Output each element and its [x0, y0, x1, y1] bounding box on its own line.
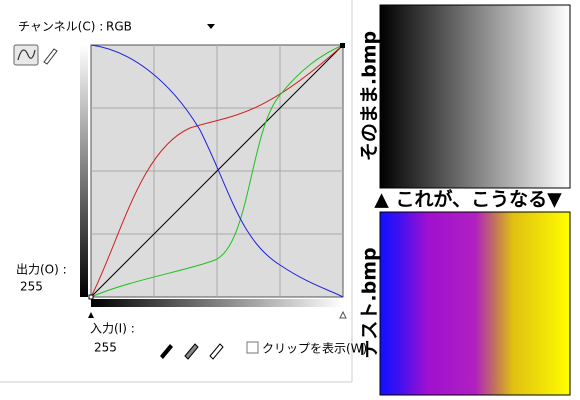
result-label: テスト.bmp — [359, 247, 381, 358]
original-image — [379, 4, 571, 189]
caption: ▲ これが、こうなる▼ — [374, 188, 562, 211]
curve-point[interactable] — [340, 43, 345, 48]
clip-label[interactable]: クリップを表示(W) — [262, 342, 367, 356]
output-value[interactable]: 255 — [20, 280, 43, 294]
input-label: 入力(I) : — [90, 322, 135, 336]
pencil-tool[interactable] — [43, 48, 58, 65]
output-gradient — [80, 45, 88, 297]
channel-value[interactable]: RGB — [106, 20, 132, 34]
output-label: 出力(O) : — [16, 263, 67, 277]
channel-label: チャンネル(C) : — [18, 20, 103, 34]
baseline-curve — [90, 44, 344, 298]
dropdown-arrow[interactable] — [207, 24, 215, 29]
curve-point[interactable] — [88, 294, 94, 300]
white-slider[interactable] — [339, 310, 347, 319]
black-eyedropper[interactable] — [160, 344, 173, 359]
gray-eyedropper[interactable] — [184, 343, 199, 360]
red-curve — [90, 44, 344, 298]
black-slider[interactable] — [88, 312, 94, 318]
eyedroppers — [160, 343, 224, 360]
blue-curve — [90, 44, 344, 298]
white-eyedropper[interactable] — [209, 343, 224, 360]
input-gradient — [91, 299, 343, 307]
green-curve — [90, 44, 344, 298]
input-value[interactable]: 255 — [94, 341, 117, 355]
original-label: そのまま.bmp — [359, 31, 381, 161]
result-image — [379, 211, 571, 396]
curve-icon — [17, 49, 36, 61]
clip-checkbox[interactable] — [246, 341, 259, 354]
curve-tool[interactable] — [13, 44, 39, 66]
